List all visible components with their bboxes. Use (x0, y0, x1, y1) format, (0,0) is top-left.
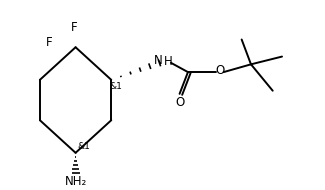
Text: NH₂: NH₂ (64, 175, 87, 188)
Text: N: N (154, 54, 163, 67)
Text: &1: &1 (77, 142, 90, 151)
Text: F: F (46, 36, 53, 49)
Text: O: O (215, 64, 225, 77)
Text: H: H (164, 55, 173, 68)
Text: &1: &1 (110, 82, 123, 91)
Text: O: O (175, 96, 184, 109)
Text: F: F (71, 21, 77, 34)
